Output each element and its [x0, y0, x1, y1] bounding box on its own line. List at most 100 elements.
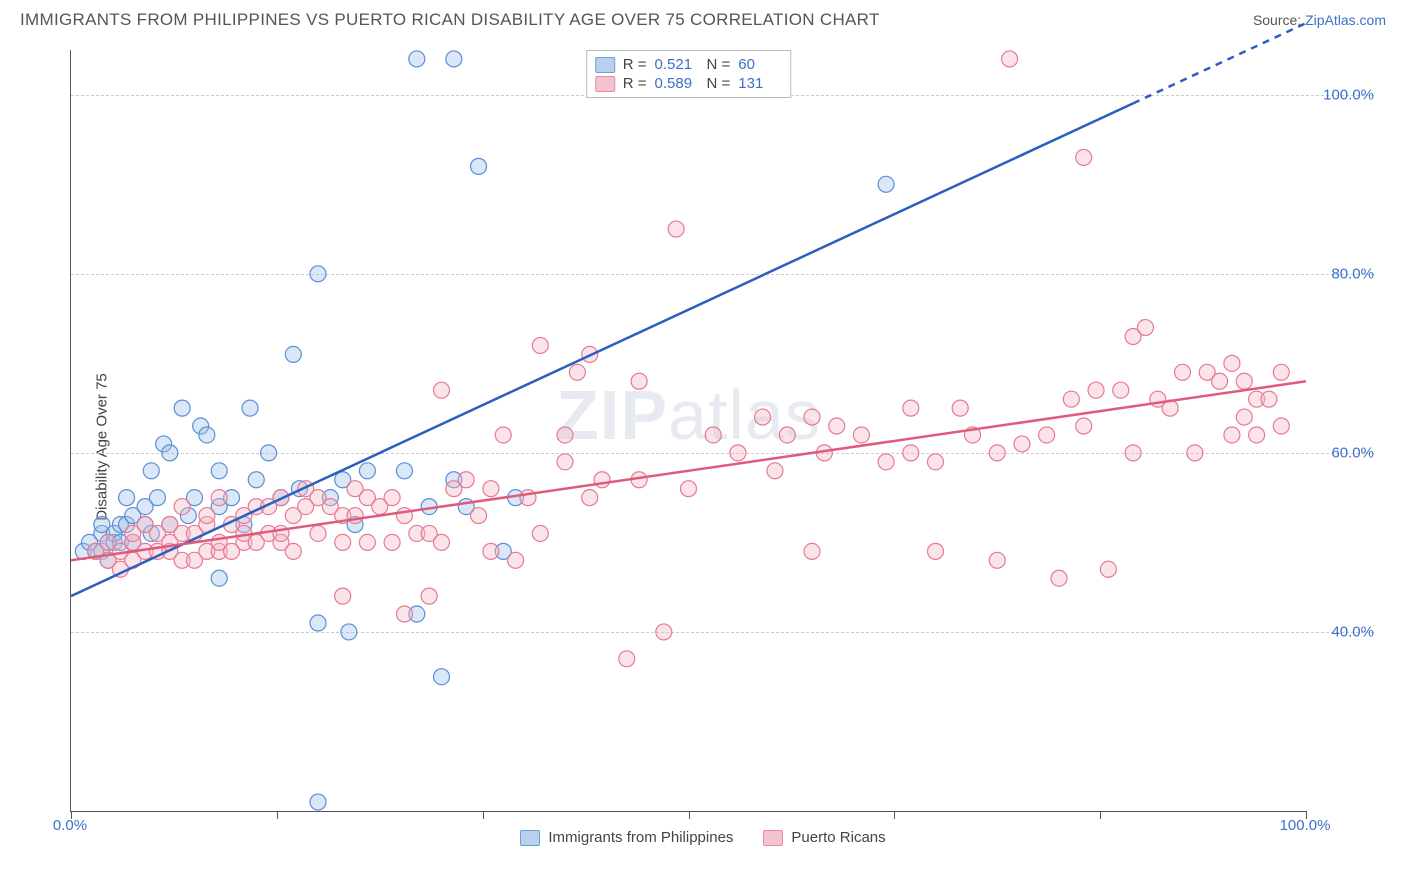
- source-label: Source:: [1253, 12, 1301, 28]
- data-point: [471, 158, 487, 174]
- legend-r-value: 0.521: [655, 56, 699, 73]
- data-point: [755, 409, 771, 425]
- data-point: [211, 570, 227, 586]
- legend-label: Puerto Ricans: [791, 829, 885, 846]
- data-point: [532, 525, 548, 541]
- legend-stat-row: R =0.589N =131: [595, 74, 783, 93]
- data-point: [928, 543, 944, 559]
- data-point: [952, 400, 968, 416]
- source-link[interactable]: ZipAtlas.com: [1305, 12, 1386, 28]
- data-point: [1224, 355, 1240, 371]
- data-point: [495, 427, 511, 443]
- data-point: [434, 534, 450, 550]
- data-point: [199, 427, 215, 443]
- data-point: [434, 382, 450, 398]
- data-point: [162, 445, 178, 461]
- data-point: [989, 552, 1005, 568]
- data-point: [557, 454, 573, 470]
- data-point: [1014, 436, 1030, 452]
- legend-item: Puerto Ricans: [763, 829, 885, 846]
- data-point: [903, 445, 919, 461]
- chart-title: IMMIGRANTS FROM PHILIPPINES VS PUERTO RI…: [20, 10, 880, 30]
- legend-bottom: Immigrants from Philippines Puerto Ricans: [20, 829, 1386, 846]
- data-point: [804, 409, 820, 425]
- data-point: [1236, 409, 1252, 425]
- y-tick-label: 60.0%: [1325, 444, 1374, 461]
- y-tick-label: 100.0%: [1317, 86, 1374, 103]
- data-point: [1076, 418, 1092, 434]
- data-point: [458, 472, 474, 488]
- data-point: [804, 543, 820, 559]
- data-point: [199, 508, 215, 524]
- legend-n-label: N =: [707, 56, 731, 73]
- data-point: [310, 266, 326, 282]
- data-point: [359, 463, 375, 479]
- data-point: [1063, 391, 1079, 407]
- data-point: [174, 400, 190, 416]
- data-point: [341, 624, 357, 640]
- data-point: [619, 651, 635, 667]
- data-point: [631, 373, 647, 389]
- data-point: [508, 552, 524, 568]
- data-point: [1051, 570, 1067, 586]
- data-point: [384, 490, 400, 506]
- data-point: [1261, 391, 1277, 407]
- data-point: [1039, 427, 1055, 443]
- data-point: [779, 427, 795, 443]
- x-tick: [689, 811, 690, 819]
- data-point: [310, 615, 326, 631]
- data-point: [989, 445, 1005, 461]
- data-point: [1137, 320, 1153, 336]
- plot-area: ZIPatlas R =0.521N =60R =0.589N =131 40.…: [70, 50, 1306, 812]
- data-point: [829, 418, 845, 434]
- data-point: [878, 454, 894, 470]
- legend-item: Immigrants from Philippines: [520, 829, 733, 846]
- data-point: [928, 454, 944, 470]
- x-tick: [483, 811, 484, 819]
- data-point: [1249, 427, 1265, 443]
- data-point: [557, 427, 573, 443]
- data-point: [1273, 364, 1289, 380]
- legend-n-value: 131: [738, 75, 782, 92]
- data-point: [1212, 373, 1228, 389]
- data-point: [903, 400, 919, 416]
- data-point: [483, 481, 499, 497]
- data-point: [335, 534, 351, 550]
- legend-stats: R =0.521N =60R =0.589N =131: [586, 50, 792, 98]
- header: IMMIGRANTS FROM PHILIPPINES VS PUERTO RI…: [0, 0, 1406, 36]
- data-point: [211, 463, 227, 479]
- data-point: [174, 499, 190, 515]
- data-point: [1125, 445, 1141, 461]
- data-point: [434, 669, 450, 685]
- legend-swatch: [595, 57, 615, 73]
- legend-label: Immigrants from Philippines: [548, 829, 733, 846]
- data-point: [656, 624, 672, 640]
- legend-n-label: N =: [707, 75, 731, 92]
- legend-r-label: R =: [623, 75, 647, 92]
- chart-container: IMMIGRANTS FROM PHILIPPINES VS PUERTO RI…: [0, 0, 1406, 892]
- legend-swatch: [595, 76, 615, 92]
- data-point: [310, 794, 326, 810]
- data-point: [421, 588, 437, 604]
- data-point: [1100, 561, 1116, 577]
- data-point: [310, 525, 326, 541]
- x-tick-label-left: 0.0%: [53, 817, 87, 834]
- data-point: [211, 490, 227, 506]
- legend-stat-row: R =0.521N =60: [595, 55, 783, 74]
- data-point: [1113, 382, 1129, 398]
- x-tick-label-right: 100.0%: [1280, 817, 1331, 834]
- scatter-plot-svg: [71, 50, 1306, 811]
- data-point: [471, 508, 487, 524]
- data-point: [483, 543, 499, 559]
- data-point: [409, 51, 425, 67]
- data-point: [384, 534, 400, 550]
- data-point: [242, 400, 258, 416]
- data-point: [767, 463, 783, 479]
- data-point: [1187, 445, 1203, 461]
- data-point: [582, 490, 598, 506]
- data-point: [705, 427, 721, 443]
- data-point: [681, 481, 697, 497]
- data-point: [878, 176, 894, 192]
- data-point: [1088, 382, 1104, 398]
- legend-swatch: [763, 830, 783, 846]
